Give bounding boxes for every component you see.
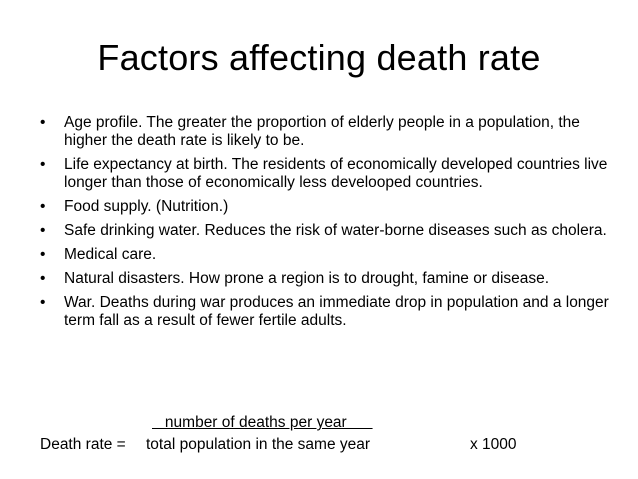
bullet-item-life-expectancy: • Life expectancy at birth. The resident…: [40, 156, 620, 192]
formula-denominator: total population in the same year: [146, 436, 371, 453]
bullet-dot: •: [40, 222, 46, 239]
bullet-text: Life expectancy at birth. The residents …: [64, 156, 608, 191]
bullet-dot: •: [40, 246, 46, 263]
slide-title: Factors affecting death rate: [97, 37, 541, 78]
bullet-text: Safe drinking water. Reduces the risk of…: [64, 222, 607, 239]
bullet-item-age-profile: • Age profile. The greater the proportio…: [40, 114, 620, 150]
bullet-text: Food supply. (Nutrition.): [64, 198, 229, 215]
bullet-dot: •: [40, 294, 46, 311]
bullet-text: Medical care.: [64, 246, 157, 263]
bullet-dot: •: [40, 114, 46, 131]
bullet-item-war: • War. Deaths during war produces an imm…: [40, 294, 620, 330]
formula-multiplier: x 1000: [470, 436, 517, 453]
formula-numerator: number of deaths per year: [152, 414, 373, 431]
bullet-dot: •: [40, 198, 46, 215]
formula-lhs: Death rate =: [40, 436, 126, 453]
bullet-item-natural-disasters: • Natural disasters. How prone a region …: [40, 270, 620, 288]
bullet-dot: •: [40, 156, 46, 173]
bullet-text: Age profile. The greater the proportion …: [64, 114, 580, 149]
bullet-dot: •: [40, 270, 46, 287]
bullet-list: • Age profile. The greater the proportio…: [40, 114, 620, 336]
bullet-item-medical-care: • Medical care.: [40, 246, 620, 264]
bullet-item-food-supply: • Food supply. (Nutrition.): [40, 198, 620, 216]
bullet-text: Natural disasters. How prone a region is…: [64, 270, 550, 287]
bullet-item-safe-drinking-water: • Safe drinking water. Reduces the risk …: [40, 222, 620, 240]
bullet-text: War. Deaths during war produces an immed…: [64, 294, 609, 329]
